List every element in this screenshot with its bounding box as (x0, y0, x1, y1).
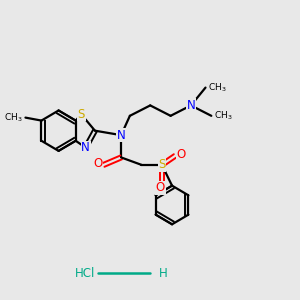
Text: CH$_3$: CH$_3$ (208, 81, 226, 94)
Text: O: O (93, 157, 103, 170)
Text: N: N (117, 129, 125, 142)
Text: H: H (159, 267, 168, 280)
Text: N: N (187, 99, 195, 112)
Text: N: N (81, 141, 90, 154)
Text: O: O (156, 181, 165, 194)
Text: CH$_3$: CH$_3$ (4, 111, 23, 124)
Text: CH$_3$: CH$_3$ (214, 110, 232, 122)
Text: O: O (177, 148, 186, 161)
Text: S: S (158, 158, 166, 171)
Text: HCl: HCl (75, 267, 95, 280)
Text: S: S (78, 108, 85, 121)
